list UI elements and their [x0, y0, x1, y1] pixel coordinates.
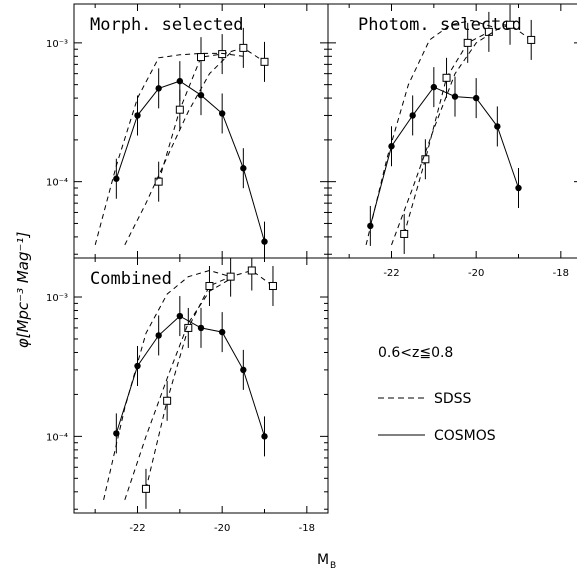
cosmos-point [472, 94, 480, 102]
cosmos-point [515, 184, 522, 192]
sdss-point [226, 272, 235, 281]
x-tick-label: -18 [299, 523, 315, 534]
series-line [158, 47, 265, 182]
x-tick-label: -18 [553, 268, 569, 279]
legend-redshift: 0.6<z≦0.8 [378, 345, 453, 361]
panel-curves [365, 4, 536, 254]
sdss-point [163, 396, 172, 405]
x-tick-label: -20 [214, 523, 230, 534]
cosmos-point [218, 328, 226, 336]
cosmos-point [155, 85, 162, 92]
panel-title: Morph. selected [90, 15, 244, 35]
panel-frame [73, 257, 329, 514]
cosmos-point [113, 175, 120, 182]
panel-0: 10⁻³ 10⁻⁴ Morph. selected [46, 3, 329, 259]
cosmos-point [388, 143, 395, 150]
sdss-point [141, 484, 150, 493]
cosmos-point [155, 332, 162, 339]
x-axis-label-subscript: B [330, 561, 336, 571]
legend-cosmos-label: COSMOS [434, 428, 496, 444]
sdss-point [463, 38, 472, 47]
cosmos-point [240, 165, 247, 172]
cosmos-point [261, 238, 268, 245]
panel-title: Photom. selected [358, 15, 522, 35]
sdss-point [197, 53, 205, 62]
sdss-point [175, 105, 184, 114]
cosmos-point [113, 430, 120, 437]
cosmos-point [261, 433, 268, 440]
cosmos-point [134, 362, 141, 370]
sdss-point [205, 281, 214, 290]
cosmos-point [176, 312, 184, 320]
cosmos-point [176, 77, 184, 85]
panel-2: 10⁻³ 10⁻⁴ -22 -20 -18 Combined [46, 257, 329, 534]
series-line [103, 269, 231, 501]
sdss-point [442, 73, 451, 82]
x-tick-label: -22 [129, 523, 145, 534]
legend-sdss-label: SDSS [434, 391, 472, 407]
cosmos-point [430, 83, 438, 91]
x-tick-label: -22 [383, 268, 399, 279]
cosmos-point [197, 324, 205, 332]
y-tick-label: 10⁻³ [46, 293, 68, 304]
y-tick-label: 10⁻³ [46, 39, 68, 50]
series-line [369, 86, 519, 227]
cosmos-point [451, 93, 459, 100]
sdss-point [184, 323, 193, 332]
series-line [124, 52, 231, 246]
series-line [94, 52, 244, 246]
sdss-point [506, 20, 515, 29]
panel-frame [327, 3, 577, 259]
y-axis-label: φ[Mpc⁻³ Mag⁻¹] [14, 232, 32, 349]
y-tick-label: 10⁻⁴ [46, 432, 68, 443]
cosmos-point [218, 110, 226, 117]
sdss-point [154, 177, 163, 186]
legend: 0.6<z≦0.8 SDSS COSMOS [378, 345, 496, 444]
sdss-point [268, 281, 277, 290]
y-tick-label: 10⁻⁴ [46, 178, 68, 189]
cosmos-point [197, 91, 205, 99]
sdss-point [239, 43, 248, 52]
cosmos-point [134, 112, 141, 119]
sdss-point [527, 35, 536, 44]
cosmos-point [240, 366, 247, 374]
series-line [115, 315, 265, 437]
panel-curves [103, 258, 277, 509]
sdss-point [247, 266, 256, 275]
series-line [115, 80, 265, 242]
panel-1: -22 -20 -18 Photom. selected [327, 3, 577, 279]
panel-curves [94, 27, 269, 258]
series-line [124, 278, 231, 501]
x-axis-label: M [317, 552, 329, 568]
series-line [391, 28, 498, 246]
cosmos-point [494, 123, 501, 130]
cosmos-point [409, 112, 416, 119]
x-tick-label: -20 [468, 268, 484, 279]
series-line [365, 19, 494, 246]
panel-title: Combined [90, 269, 172, 289]
sdss-point [260, 57, 269, 66]
sdss-point [421, 155, 430, 164]
sdss-point [400, 229, 409, 238]
